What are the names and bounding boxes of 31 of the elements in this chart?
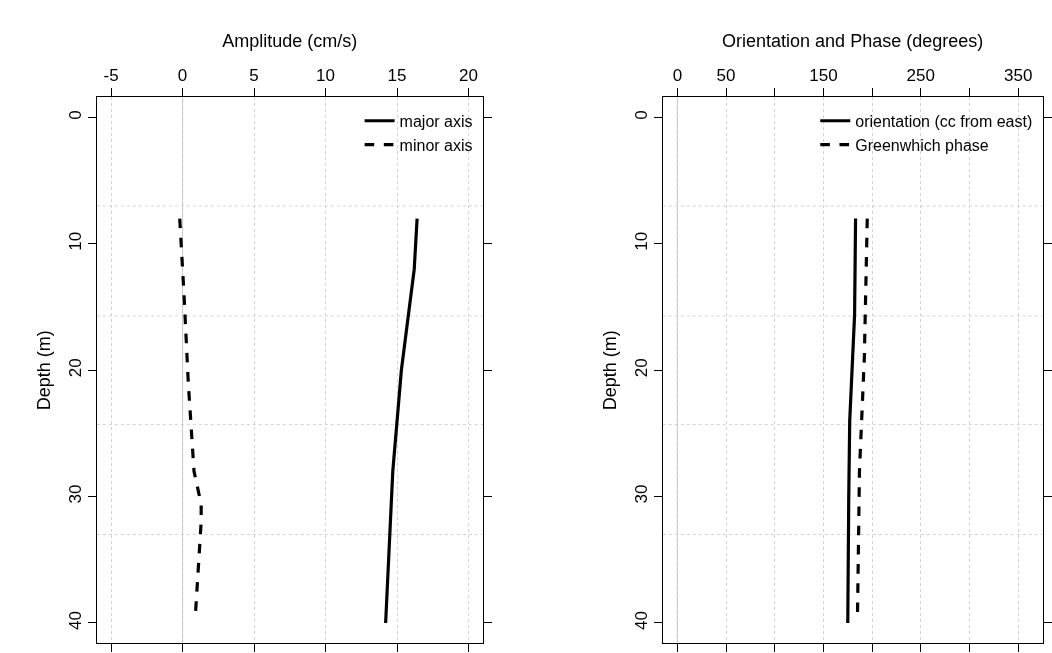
y-tick-label: 10 [631, 231, 651, 251]
x-tick-label: 0 [672, 66, 683, 86]
y-tick-label: 30 [65, 484, 85, 504]
x-tick-label: 350 [1004, 66, 1033, 86]
x-tick-label: 20 [459, 66, 479, 86]
x-axis-title: Amplitude (cm/s) [222, 30, 358, 51]
x-tick-label: -5 [103, 66, 119, 86]
line-series [846, 217, 858, 625]
y-tick-label: 20 [65, 358, 85, 378]
x-axis-title: Orientation and Phase (degrees) [722, 30, 984, 51]
y-axis-title: Depth (m) [34, 330, 55, 411]
legend-label: major axis [399, 112, 473, 130]
y-tick-label: 30 [631, 484, 651, 504]
legend-label: Greenwhich phase [855, 136, 989, 154]
x-tick-label: 150 [809, 66, 838, 86]
x-tick-label: 10 [316, 66, 336, 86]
legend-label: minor axis [399, 136, 473, 154]
y-tick-label: 0 [65, 110, 85, 120]
y-tick-label: 20 [631, 358, 651, 378]
x-tick-label: 5 [249, 66, 259, 86]
x-tick-label: 15 [387, 66, 407, 86]
x-tick-label: 50 [716, 66, 736, 86]
line-series [384, 217, 419, 625]
y-tick-label: 10 [65, 231, 85, 251]
x-tick-label: 0 [177, 66, 188, 86]
x-tick-label: 250 [906, 66, 935, 86]
legend-label: orientation (cc from east) [855, 112, 1033, 130]
y-axis-title: Depth (m) [600, 330, 621, 411]
y-tick-label: 40 [631, 610, 651, 630]
y-tick-label: 0 [631, 110, 651, 120]
y-tick-label: 40 [65, 610, 85, 630]
